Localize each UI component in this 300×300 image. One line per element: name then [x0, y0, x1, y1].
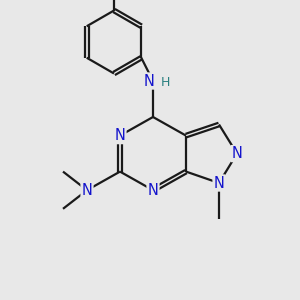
Text: N: N: [214, 176, 224, 190]
Text: N: N: [232, 146, 242, 161]
Text: N: N: [148, 183, 158, 198]
Text: N: N: [82, 183, 92, 198]
Text: N: N: [115, 128, 125, 143]
Text: H: H: [161, 76, 170, 89]
Text: N: N: [144, 74, 155, 88]
